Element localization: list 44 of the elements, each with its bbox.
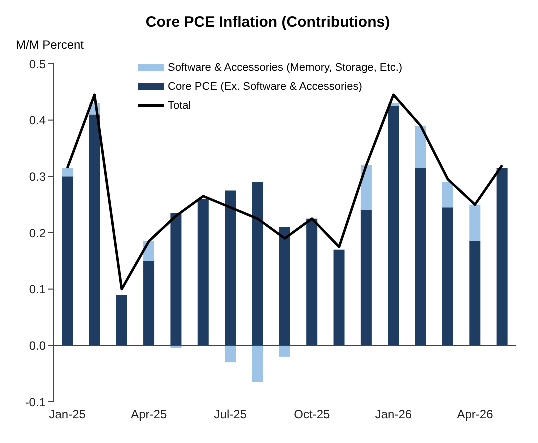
bar bbox=[334, 250, 345, 346]
bar bbox=[360, 165, 372, 210]
x-tick-label: Apr-26 bbox=[457, 408, 494, 422]
bar bbox=[116, 294, 128, 346]
bar bbox=[442, 208, 454, 346]
bar bbox=[62, 168, 73, 177]
bar bbox=[470, 204, 481, 242]
legend-label: Core PCE (Ex. Software & Accessories) bbox=[168, 80, 362, 92]
bar bbox=[415, 168, 426, 346]
bar bbox=[306, 218, 318, 346]
bar bbox=[252, 182, 264, 346]
y-tick-label: -0.1 bbox=[25, 395, 46, 410]
bar bbox=[225, 346, 236, 363]
bar bbox=[496, 168, 508, 346]
legend-label: Software & Accessories (Memory, Storage, Etc.) bbox=[168, 62, 403, 74]
y-tick-label: 0.3 bbox=[29, 170, 46, 184]
bar bbox=[279, 227, 290, 346]
y-tick-label: 0.0 bbox=[29, 338, 46, 353]
chart-title: Core PCE Inflation (Contributions) bbox=[144, 13, 392, 33]
x-tick-label: Jan-25 bbox=[49, 408, 86, 422]
y-tick-label: 0.5 bbox=[29, 57, 46, 72]
bar bbox=[170, 213, 182, 346]
bar bbox=[279, 346, 290, 357]
bar bbox=[442, 182, 454, 208]
bar bbox=[360, 210, 372, 346]
legend-label: Total bbox=[168, 100, 192, 112]
x-tick-label: Apr-25 bbox=[131, 408, 168, 422]
y-axis-title: M/M Percent bbox=[16, 38, 84, 52]
x-tick-label: Jan-26 bbox=[375, 408, 412, 422]
bar bbox=[415, 126, 426, 168]
bar bbox=[62, 176, 73, 346]
x-tick-label: Jul-25 bbox=[214, 408, 248, 422]
y-tick-label: 0.4 bbox=[29, 114, 46, 128]
bar bbox=[144, 261, 155, 346]
bar bbox=[252, 346, 264, 382]
bar bbox=[470, 241, 481, 346]
line-series bbox=[66, 94, 504, 291]
bar bbox=[89, 114, 100, 346]
y-tick-label: 0.1 bbox=[29, 282, 46, 297]
y-tick-label: 0.2 bbox=[29, 226, 46, 240]
x-tick-label: Oct-25 bbox=[294, 408, 331, 422]
bar bbox=[225, 190, 236, 346]
bar bbox=[388, 106, 400, 346]
bar bbox=[198, 199, 209, 346]
